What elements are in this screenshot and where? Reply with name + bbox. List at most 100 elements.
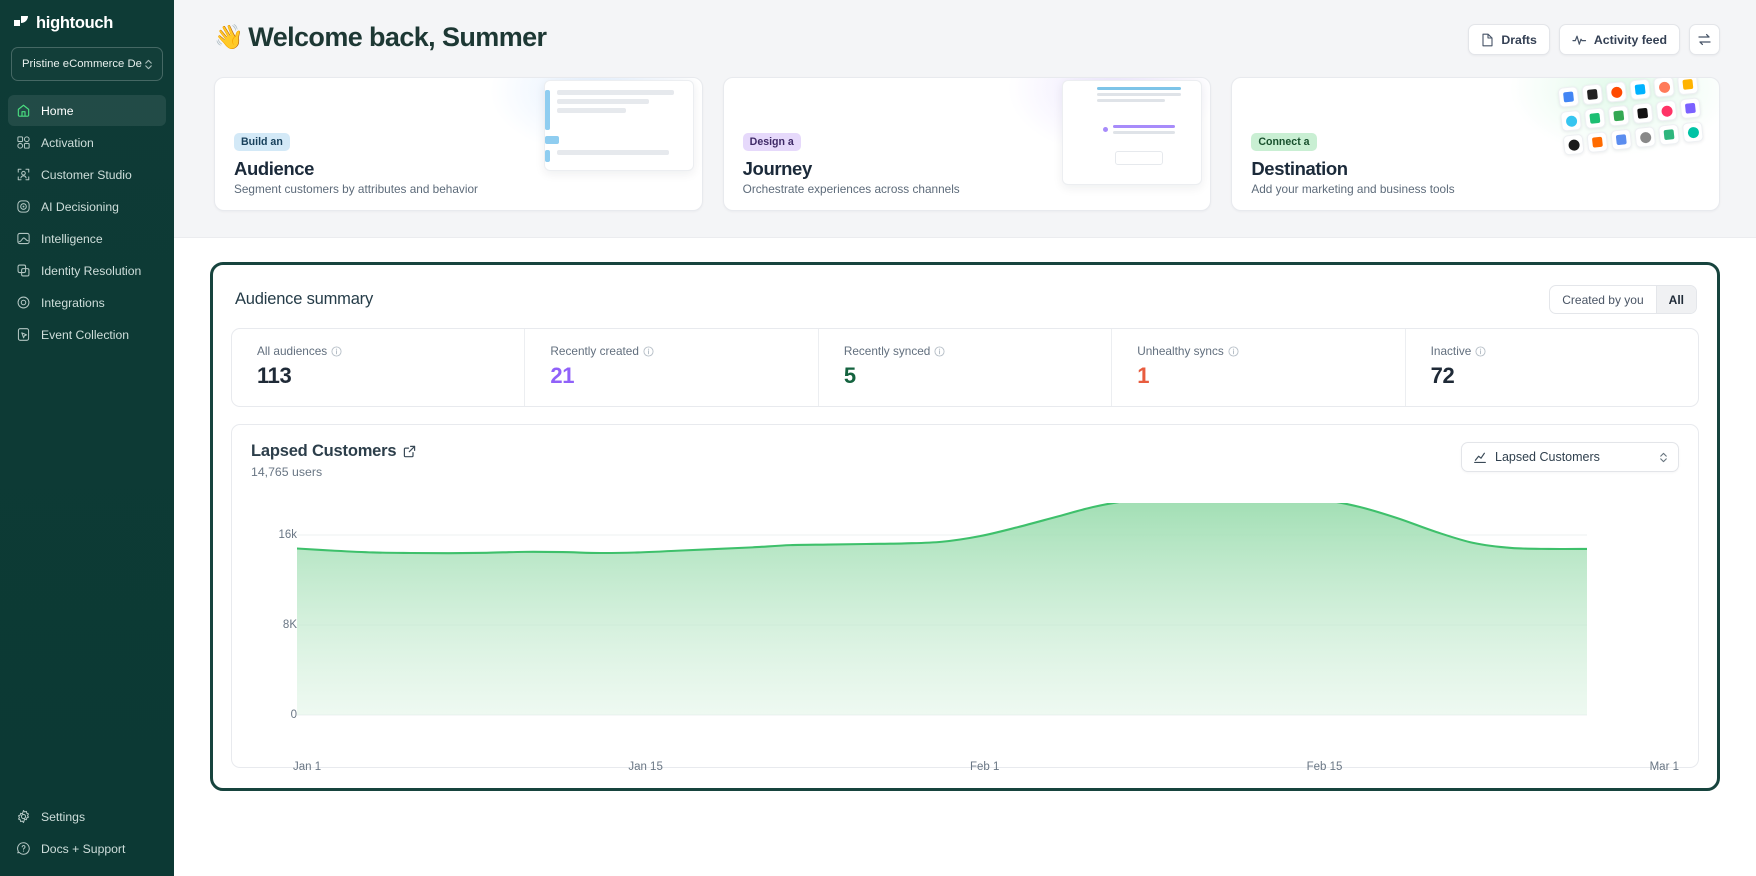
sidebar-item-identity-resolution[interactable]: Identity Resolution: [8, 255, 166, 286]
stat-label: All audiences: [257, 344, 328, 358]
sidebar-item-label: Intelligence: [41, 231, 103, 246]
destination-icons-art: [1557, 78, 1711, 156]
info-icon[interactable]: [643, 345, 654, 357]
sidebar-item-docs-support[interactable]: Docs + Support: [8, 833, 166, 864]
sidebar-item-activation[interactable]: Activation: [8, 127, 166, 158]
integrations-icon: [17, 296, 30, 309]
stat-unhealthy-syncs[interactable]: Unhealthy syncs 1: [1111, 329, 1404, 406]
card-title: Audience: [234, 157, 315, 179]
chart-title: Lapsed Customers: [251, 442, 397, 460]
customer-studio-icon: [17, 168, 30, 181]
main-content: 👋 Welcome back, Summer Drafts: [174, 0, 1756, 876]
stats-row: All audiences 113 Recently created 21: [231, 328, 1699, 407]
card-badge: Connect a: [1251, 132, 1317, 151]
brand-logo[interactable]: hightouch: [0, 0, 174, 45]
hero-section: 👋 Welcome back, Summer Drafts: [174, 0, 1756, 238]
sidebar-item-label: Docs + Support: [41, 841, 126, 856]
sidebar-item-intelligence[interactable]: Intelligence: [8, 223, 166, 254]
activity-pulse-icon: [1572, 35, 1586, 45]
intelligence-icon: [17, 232, 30, 245]
external-link-icon[interactable]: [403, 445, 416, 458]
stat-value: 113: [257, 363, 292, 388]
card-subtitle: Orchestrate experiences across channels: [742, 182, 960, 196]
summary-filter-toggle: Created by you All: [1549, 285, 1697, 314]
chart-plot: 16k 8K 0: [251, 503, 1679, 773]
document-icon: [1482, 33, 1493, 46]
stat-label: Recently created: [550, 344, 639, 358]
sidebar-item-label: Customer Studio: [41, 167, 132, 182]
sidebar-item-label: Integrations: [41, 295, 105, 310]
sidebar-bottom-nav: Settings Docs + Support: [0, 801, 174, 876]
filter-created-by-you[interactable]: Created by you: [1562, 292, 1644, 307]
gear-icon: [18, 809, 29, 824]
sidebar-item-integrations[interactable]: Integrations: [8, 287, 166, 318]
sidebar-item-label: Settings: [41, 809, 86, 824]
y-tick-label: 8K: [282, 619, 297, 631]
audience-preview-art: [543, 78, 694, 171]
card-journey[interactable]: Design a Journey Orchestrate experiences…: [722, 77, 1212, 211]
event-collection-icon: [17, 328, 30, 341]
sidebar-item-label: Home: [41, 103, 74, 118]
help-circle-icon: [17, 842, 30, 855]
info-icon[interactable]: [934, 345, 945, 357]
area-chart-svg: [297, 503, 1587, 716]
chart-selector-value: Lapsed Customers: [1495, 450, 1600, 464]
activity-feed-label: Activity feed: [1593, 32, 1667, 47]
audience-summary-section: Audience summary Created by you All All …: [174, 238, 1756, 791]
card-title: Destination: [1251, 157, 1348, 179]
card-subtitle: Segment customers by attributes and beha…: [234, 182, 478, 196]
stat-recently-synced[interactable]: Recently synced 5: [817, 329, 1111, 406]
identity-resolution-icon: [17, 264, 30, 277]
swap-button[interactable]: [1689, 24, 1720, 55]
info-icon[interactable]: [331, 345, 342, 357]
welcome-text: Welcome back, Summer: [248, 22, 547, 52]
filter-all[interactable]: All: [1655, 286, 1696, 313]
stat-label: Recently synced: [843, 344, 931, 358]
audience-summary-panel: Audience summary Created by you All All …: [210, 262, 1720, 791]
sidebar-item-customer-studio[interactable]: Customer Studio: [8, 159, 166, 190]
sidebar-item-home[interactable]: Home: [8, 95, 166, 126]
stat-value: 1: [1137, 363, 1150, 388]
stat-recently-created[interactable]: Recently created 21: [524, 329, 817, 406]
x-tick-label: Mar 1: [1649, 761, 1679, 773]
ai-decisioning-icon: [17, 200, 30, 213]
stat-value: 21: [550, 363, 575, 388]
stat-all-audiences[interactable]: All audiences 113: [232, 329, 524, 406]
sidebar-item-label: Identity Resolution: [41, 263, 142, 278]
drafts-button[interactable]: Drafts: [1468, 24, 1550, 55]
header-actions: Drafts Activity feed: [1468, 24, 1720, 55]
chart-panel: Lapsed Customers 14,765 users: [231, 424, 1699, 773]
stat-value: 72: [1430, 363, 1455, 388]
card-destination[interactable]: Connect a Destination Add your marketing…: [1231, 77, 1721, 211]
activity-feed-button[interactable]: Activity feed: [1558, 24, 1680, 55]
card-title: Journey: [742, 157, 813, 179]
x-tick-label: Feb 1: [970, 761, 1000, 773]
stat-inactive[interactable]: Inactive 72: [1404, 329, 1698, 406]
info-icon[interactable]: [1228, 345, 1239, 357]
card-audience[interactable]: Build an Audience Segment customers by a…: [214, 77, 703, 211]
quickstart-cards: Build an Audience Segment customers by a…: [174, 55, 1756, 211]
sidebar-item-label: Event Collection: [41, 327, 130, 342]
home-icon: [17, 104, 30, 117]
stat-value: 5: [843, 363, 856, 388]
sidebar-item-ai-decisioning[interactable]: AI Decisioning: [8, 191, 166, 222]
drafts-label: Drafts: [1501, 32, 1537, 47]
wave-emoji-icon: 👋: [214, 23, 244, 51]
sidebar: hightouch Pristine eCommerce De… Home: [0, 0, 174, 876]
y-tick-label: 0: [290, 709, 297, 721]
activation-icon: [17, 136, 30, 149]
audience-summary-title: Audience summary: [235, 290, 374, 308]
card-subtitle: Add your marketing and business tools: [1251, 182, 1455, 196]
sidebar-item-settings[interactable]: Settings: [8, 801, 166, 832]
brand-name: hightouch: [36, 14, 114, 32]
info-icon[interactable]: [1475, 345, 1486, 357]
x-tick-label: Jan 15: [628, 761, 663, 773]
sidebar-item-event-collection[interactable]: Event Collection: [8, 319, 166, 350]
card-badge: Build an: [234, 132, 290, 151]
chart-title-row[interactable]: Lapsed Customers: [251, 442, 416, 461]
chart-audience-selector[interactable]: Lapsed Customers: [1461, 442, 1679, 472]
y-tick-label: 16k: [278, 529, 297, 541]
swap-arrows-icon: [1698, 33, 1711, 46]
org-selector[interactable]: Pristine eCommerce De…: [11, 47, 163, 81]
